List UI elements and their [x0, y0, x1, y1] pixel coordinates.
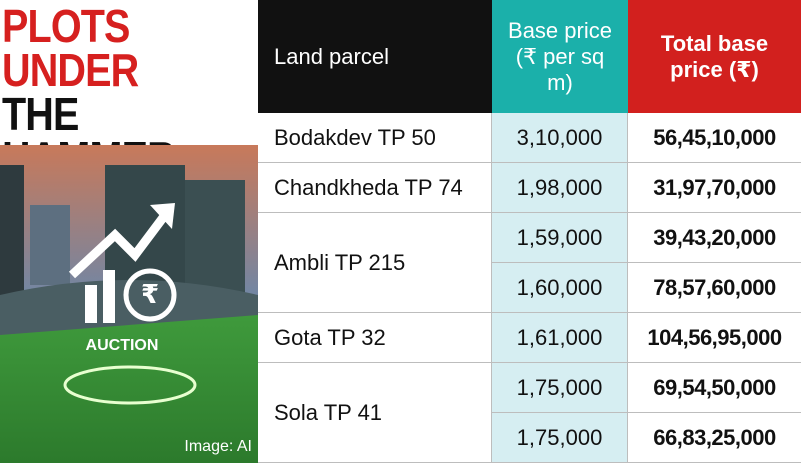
- parcel-name: Bodakdev TP 50: [258, 113, 492, 163]
- base-price: 1,98,000: [492, 163, 628, 213]
- image-credit: Image: AI: [184, 438, 252, 455]
- total-price: 69,54,50,000: [628, 363, 801, 413]
- column-header: Base price (₹ per sq m): [492, 0, 628, 113]
- badge-text: AUCTION: [86, 337, 159, 354]
- parcel-name-text: Gota TP 32: [274, 324, 386, 350]
- total-price-text: 69,54,50,000: [653, 374, 776, 400]
- column-header: Land parcel: [258, 0, 492, 113]
- base-price: 1,75,000: [492, 363, 628, 413]
- parcel-name-text: Bodakdev TP 50: [274, 124, 436, 150]
- total-price: 104,56,95,000: [628, 313, 801, 363]
- headline-word: UNDER: [2, 44, 139, 96]
- base-price-text: 1,59,000: [516, 224, 603, 250]
- total-price: 78,57,60,000: [628, 263, 801, 313]
- headline: PLOTS UNDER THE HAMMER: [2, 3, 222, 181]
- base-price-text: 1,60,000: [516, 274, 603, 300]
- base-price: 1,60,000: [492, 263, 628, 313]
- parcel-name-text: Ambli TP 215: [274, 249, 406, 275]
- total-price-text: 78,57,60,000: [653, 274, 776, 300]
- illustration: ₹ AUCTION Image: AI: [0, 145, 258, 463]
- total-price: 66,83,25,000: [628, 413, 801, 463]
- headline-word: PLOTS: [2, 0, 130, 52]
- column-header-text: Total base price (₹): [660, 30, 769, 82]
- base-price-text: 1,98,000: [516, 174, 603, 200]
- base-price-text: 1,75,000: [516, 374, 603, 400]
- column-header: Total base price (₹): [628, 0, 801, 113]
- total-price: 31,97,70,000: [628, 163, 801, 213]
- column-header-text: Base price (₹ per sq m): [508, 17, 612, 95]
- base-price-text: 3,10,000: [516, 124, 603, 150]
- parcel-name: Sola TP 41: [258, 363, 492, 463]
- total-price-text: 104,56,95,000: [647, 324, 782, 350]
- base-price: 1,61,000: [492, 313, 628, 363]
- parcel-name-text: Sola TP 41: [274, 399, 383, 425]
- headline-word: THE: [2, 88, 79, 140]
- parcel-name: Ambli TP 215: [258, 213, 492, 313]
- parcel-name-text: Chandkheda TP 74: [274, 174, 463, 200]
- base-price: 1,75,000: [492, 413, 628, 463]
- total-price: 39,43,20,000: [628, 213, 801, 263]
- parcel-name: Gota TP 32: [258, 313, 492, 363]
- total-price-text: 31,97,70,000: [653, 174, 776, 200]
- svg-text:₹: ₹: [141, 279, 159, 309]
- column-header-text: Land parcel: [274, 43, 389, 69]
- base-price-text: 1,61,000: [516, 324, 603, 350]
- base-price-text: 1,75,000: [516, 424, 603, 450]
- base-price: 1,59,000: [492, 213, 628, 263]
- total-price-text: 66,83,25,000: [653, 424, 776, 450]
- base-price: 3,10,000: [492, 113, 628, 163]
- parcel-name: Chandkheda TP 74: [258, 163, 492, 213]
- total-price-text: 39,43,20,000: [653, 224, 776, 250]
- total-price: 56,45,10,000: [628, 113, 801, 163]
- total-price-text: 56,45,10,000: [653, 124, 776, 150]
